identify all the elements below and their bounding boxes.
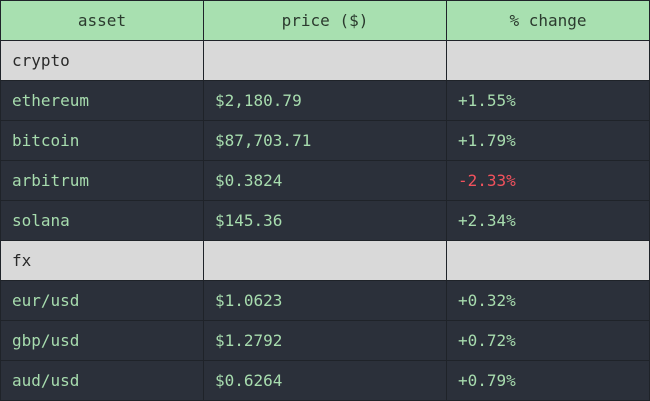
- asset-change: +2.34%: [447, 201, 649, 241]
- table-header-row: asset price ($) % change: [1, 1, 649, 41]
- asset-price: $0.6264: [204, 361, 447, 401]
- asset-price: $1.0623: [204, 281, 447, 321]
- asset-change: +0.79%: [447, 361, 649, 401]
- asset-name: ethereum: [1, 81, 204, 121]
- column-header-price: price ($): [204, 1, 447, 41]
- asset-change: -2.33%: [447, 161, 649, 201]
- table-row: ethereum $2,180.79 +1.55%: [1, 81, 649, 121]
- table-row: aud/usd $0.6264 +0.79%: [1, 361, 649, 401]
- section-row-crypto: crypto: [1, 41, 649, 81]
- asset-name: arbitrum: [1, 161, 204, 201]
- table-row: arbitrum $0.3824 -2.33%: [1, 161, 649, 201]
- section-label: crypto: [1, 41, 204, 81]
- table-row: gbp/usd $1.2792 +0.72%: [1, 321, 649, 361]
- section-row-fx: fx: [1, 241, 649, 281]
- section-empty-cell: [447, 241, 649, 281]
- asset-change: +1.79%: [447, 121, 649, 161]
- asset-price: $0.3824: [204, 161, 447, 201]
- column-header-asset: asset: [1, 1, 204, 41]
- asset-change: +0.72%: [447, 321, 649, 361]
- section-empty-cell: [447, 41, 649, 81]
- asset-price: $87,703.71: [204, 121, 447, 161]
- section-empty-cell: [204, 41, 447, 81]
- asset-name: bitcoin: [1, 121, 204, 161]
- asset-price: $1.2792: [204, 321, 447, 361]
- column-header-change: % change: [447, 1, 649, 41]
- section-label: fx: [1, 241, 204, 281]
- asset-name: aud/usd: [1, 361, 204, 401]
- section-empty-cell: [204, 241, 447, 281]
- asset-change: +1.55%: [447, 81, 649, 121]
- asset-change: +0.32%: [447, 281, 649, 321]
- table-row: solana $145.36 +2.34%: [1, 201, 649, 241]
- asset-price: $145.36: [204, 201, 447, 241]
- table-row: bitcoin $87,703.71 +1.79%: [1, 121, 649, 161]
- asset-name: solana: [1, 201, 204, 241]
- asset-price: $2,180.79: [204, 81, 447, 121]
- asset-name: eur/usd: [1, 281, 204, 321]
- asset-name: gbp/usd: [1, 321, 204, 361]
- table-row: eur/usd $1.0623 +0.32%: [1, 281, 649, 321]
